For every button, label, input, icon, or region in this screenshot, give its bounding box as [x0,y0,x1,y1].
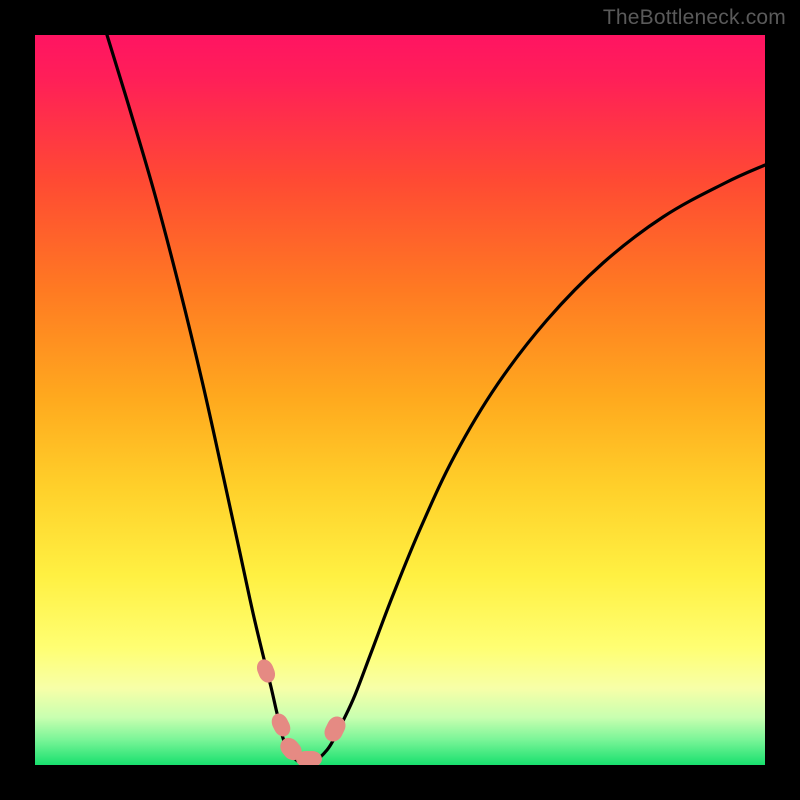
marker-3 [296,751,322,765]
chart-svg [35,35,765,765]
watermark-text: TheBottleneck.com [603,6,786,30]
plot-area [35,35,765,765]
gradient-background [35,35,765,765]
